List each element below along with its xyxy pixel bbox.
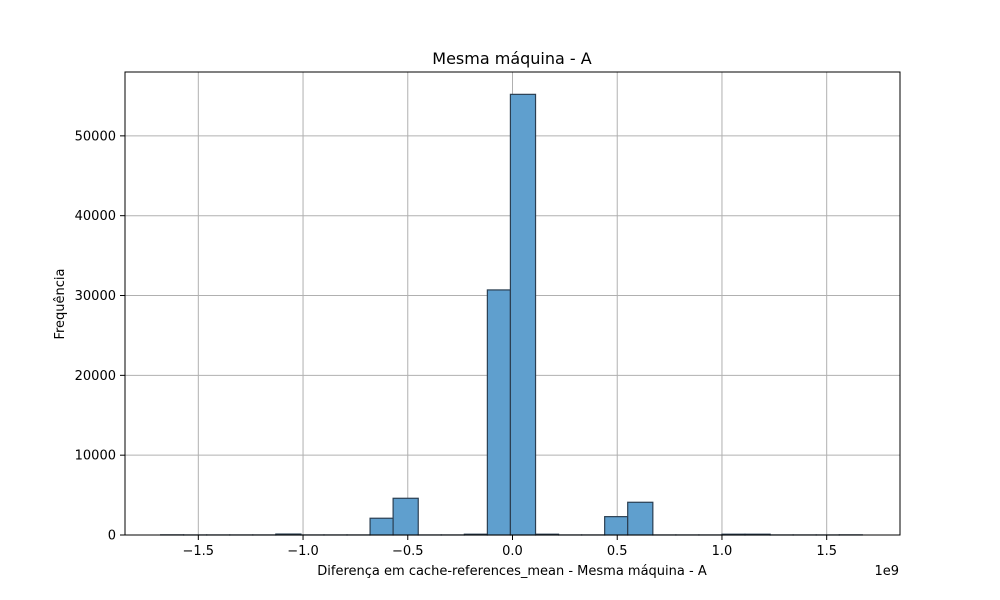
- histogram-bar: [604, 516, 629, 536]
- x-tick-label: 1.5: [816, 544, 837, 559]
- histogram-bar: [369, 517, 394, 536]
- y-tick-label: 0: [108, 529, 116, 544]
- x-tick-label: 1.0: [712, 544, 733, 559]
- x-axis-offset-label: 1e9: [874, 564, 899, 579]
- y-tick-label: 10000: [75, 449, 116, 464]
- histogram-bar: [627, 501, 654, 536]
- y-tick-label: 50000: [75, 129, 116, 144]
- y-tick-label: 30000: [75, 289, 116, 304]
- histogram-bar: [486, 289, 512, 536]
- x-tick-label: −1.0: [287, 544, 319, 559]
- y-tick-label: 20000: [75, 369, 116, 384]
- y-axis-label: Frequência: [53, 268, 68, 339]
- chart-title: Mesma máquina - A: [432, 49, 591, 68]
- x-tick-label: 0.5: [607, 544, 628, 559]
- x-axis-label: Diferença em cache-references_mean - Mes…: [317, 564, 707, 579]
- x-tick-label: −0.5: [392, 544, 424, 559]
- histogram-bar: [392, 497, 419, 536]
- axis-ticks: −1.5 −1.0 −0.5 0.0 0.5 1.0 1.5 0 10000 20000 30000…: [75, 129, 837, 559]
- x-tick-label: −1.5: [183, 544, 215, 559]
- histogram-bar: [509, 93, 537, 536]
- y-tick-label: 40000: [75, 209, 116, 224]
- x-tick-label: 0.0: [502, 544, 523, 559]
